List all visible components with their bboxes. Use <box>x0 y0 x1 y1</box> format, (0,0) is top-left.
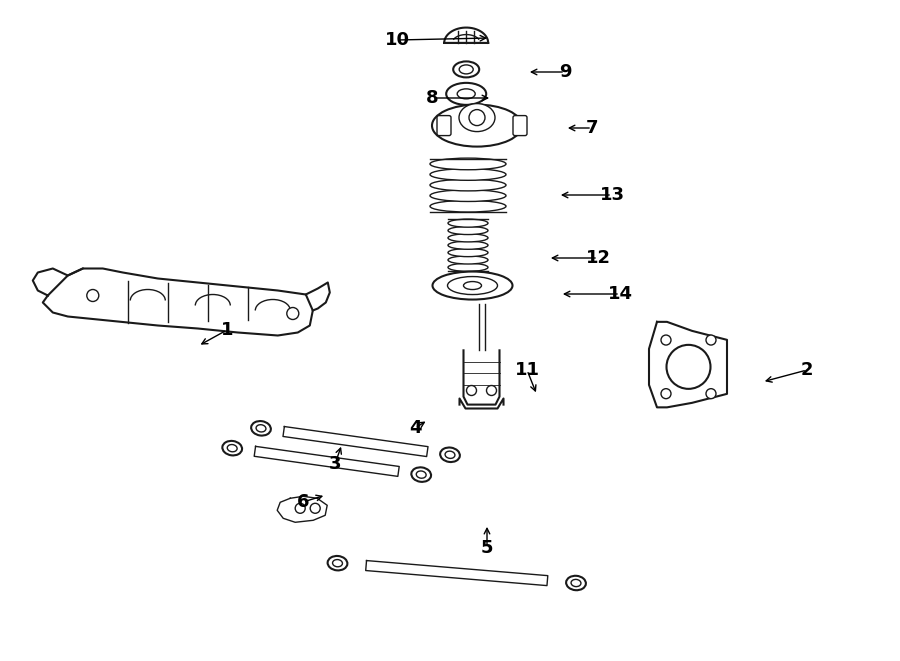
Text: 1: 1 <box>220 321 233 339</box>
Polygon shape <box>306 282 329 311</box>
Ellipse shape <box>566 576 586 590</box>
Text: 10: 10 <box>384 31 410 49</box>
Text: 5: 5 <box>481 539 493 557</box>
Ellipse shape <box>328 556 347 570</box>
Circle shape <box>86 290 99 301</box>
Text: 13: 13 <box>599 186 625 204</box>
Circle shape <box>469 110 485 126</box>
Polygon shape <box>445 28 488 43</box>
Ellipse shape <box>448 234 488 242</box>
Ellipse shape <box>448 263 488 272</box>
Circle shape <box>667 345 710 389</box>
Ellipse shape <box>430 158 506 170</box>
Polygon shape <box>32 268 83 295</box>
Circle shape <box>661 389 671 399</box>
Polygon shape <box>464 350 500 405</box>
Circle shape <box>287 307 299 319</box>
Text: 12: 12 <box>586 249 610 267</box>
Ellipse shape <box>440 447 460 462</box>
Ellipse shape <box>430 179 506 191</box>
Ellipse shape <box>464 282 482 290</box>
Text: 2: 2 <box>801 361 814 379</box>
Ellipse shape <box>448 227 488 235</box>
Circle shape <box>466 385 476 395</box>
Polygon shape <box>649 322 727 407</box>
Ellipse shape <box>430 200 506 212</box>
Text: 7: 7 <box>586 119 598 137</box>
Ellipse shape <box>448 241 488 249</box>
Polygon shape <box>254 446 400 477</box>
Text: 3: 3 <box>328 455 341 473</box>
Ellipse shape <box>430 169 506 180</box>
Circle shape <box>706 335 716 345</box>
FancyBboxPatch shape <box>513 116 527 136</box>
Text: 6: 6 <box>297 493 310 511</box>
Circle shape <box>487 385 497 395</box>
Text: 14: 14 <box>608 285 633 303</box>
Circle shape <box>310 503 320 514</box>
Ellipse shape <box>432 104 522 147</box>
Ellipse shape <box>433 272 512 299</box>
Ellipse shape <box>448 256 488 264</box>
Polygon shape <box>365 561 548 586</box>
Ellipse shape <box>430 190 506 202</box>
Circle shape <box>661 335 671 345</box>
Text: 11: 11 <box>515 361 539 379</box>
Ellipse shape <box>446 83 486 105</box>
Ellipse shape <box>454 61 479 77</box>
Ellipse shape <box>222 441 242 455</box>
Text: 9: 9 <box>559 63 572 81</box>
Text: 4: 4 <box>409 419 421 437</box>
Ellipse shape <box>448 249 488 256</box>
Polygon shape <box>43 268 313 336</box>
Polygon shape <box>283 426 428 457</box>
Ellipse shape <box>251 421 271 436</box>
Text: 8: 8 <box>426 89 438 107</box>
Ellipse shape <box>411 467 431 482</box>
Polygon shape <box>277 496 328 522</box>
Polygon shape <box>460 399 503 408</box>
Circle shape <box>295 503 305 514</box>
FancyBboxPatch shape <box>437 116 451 136</box>
Circle shape <box>706 389 716 399</box>
Ellipse shape <box>448 219 488 227</box>
Ellipse shape <box>459 104 495 132</box>
